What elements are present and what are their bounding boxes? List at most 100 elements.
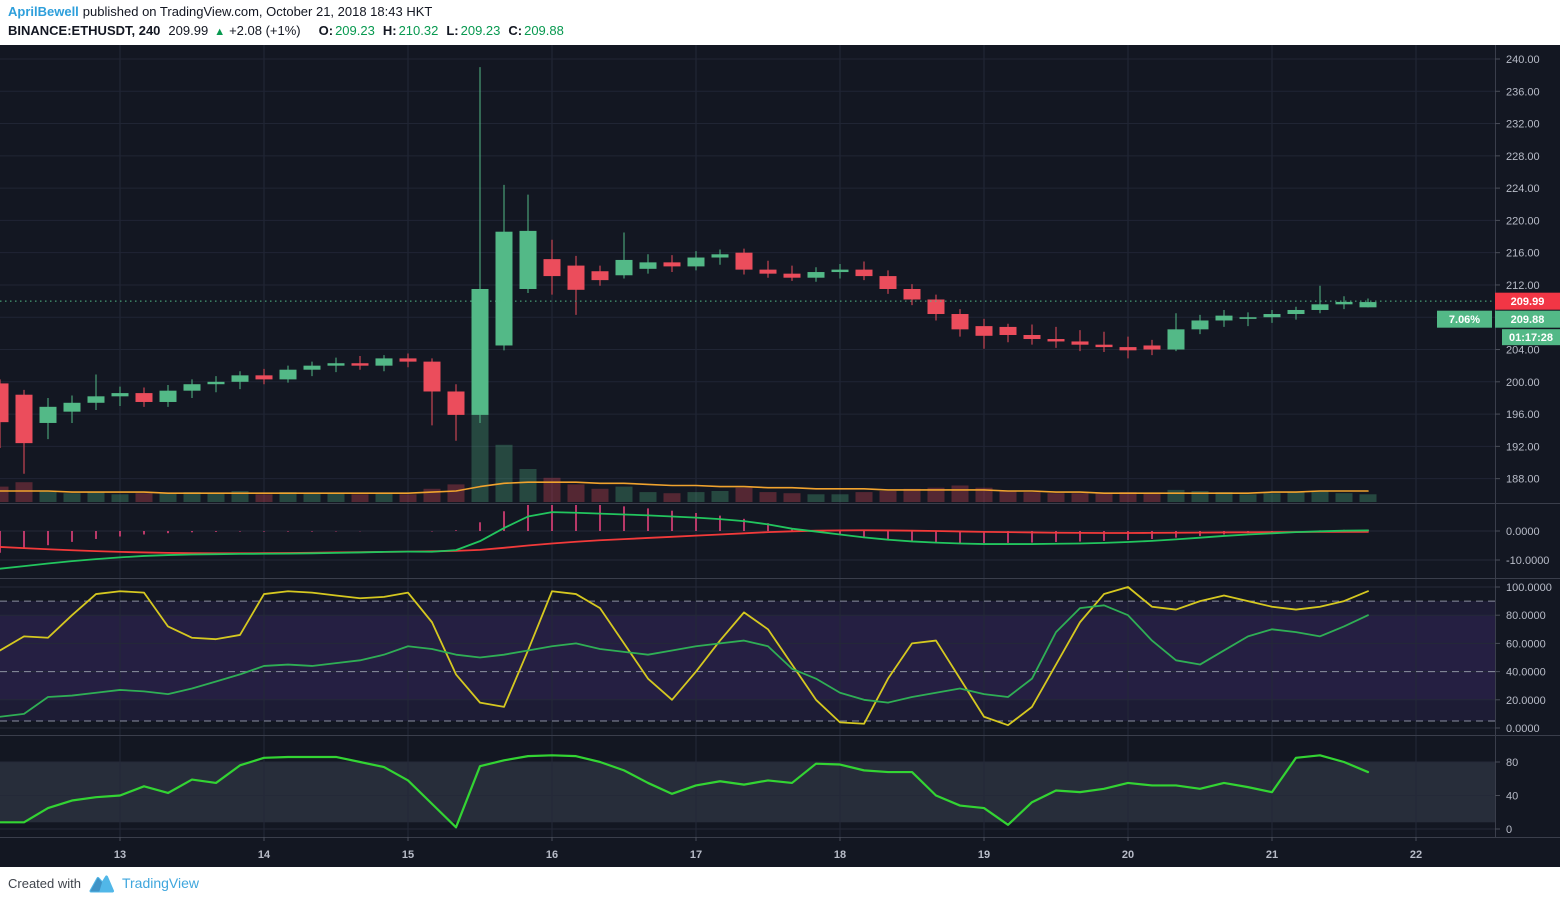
candle	[519, 230, 537, 289]
svg-text:40.0000: 40.0000	[1506, 667, 1546, 679]
candle	[903, 288, 921, 300]
candle	[639, 262, 657, 269]
svg-text:80.0000: 80.0000	[1506, 610, 1546, 622]
symbol-title[interactable]: BINANCE:ETHUSDT, 240	[8, 23, 161, 38]
macd-panel	[0, 505, 1369, 570]
svg-text:204.00: 204.00	[1506, 345, 1540, 357]
svg-text:196.00: 196.00	[1506, 409, 1540, 421]
svg-text:60.0000: 60.0000	[1506, 638, 1546, 650]
svg-text:224.00: 224.00	[1506, 183, 1540, 195]
candle	[63, 402, 81, 412]
candle	[999, 326, 1017, 335]
candle	[87, 396, 105, 403]
up-arrow-icon: ▲	[214, 26, 226, 38]
candle	[0, 383, 9, 423]
author-link[interactable]: AprilBewell	[8, 4, 79, 19]
svg-text:-10.0000: -10.0000	[1506, 555, 1549, 567]
candle	[663, 262, 681, 267]
candle	[615, 259, 633, 276]
candle	[255, 375, 273, 380]
svg-text:22: 22	[1410, 849, 1422, 861]
candle	[1047, 339, 1065, 342]
high-value: 210.32	[398, 23, 439, 38]
high-label: H:	[382, 23, 397, 38]
candle	[1119, 347, 1137, 351]
candle	[1311, 304, 1329, 310]
svg-text:216.00: 216.00	[1506, 248, 1540, 260]
macd-line	[0, 511, 1369, 570]
candle	[183, 384, 201, 391]
symbol-line: BINANCE:ETHUSDT, 240 209.99 ▲ +2.08 (+1%) O:…	[8, 21, 1560, 42]
candle	[711, 254, 729, 258]
indicator-bands	[0, 601, 1495, 823]
tradingview-brand-link[interactable]: TradingView	[121, 875, 200, 891]
open-value: 209.23	[335, 23, 375, 38]
svg-text:19: 19	[978, 849, 990, 861]
svg-text:14: 14	[258, 849, 271, 861]
candle	[39, 406, 57, 423]
candle	[447, 391, 465, 415]
close-label: C:	[508, 23, 523, 38]
candle	[735, 252, 753, 270]
candle	[1143, 345, 1161, 350]
svg-text:220.00: 220.00	[1506, 215, 1540, 227]
last-price: 209.99	[168, 23, 209, 38]
candle	[951, 314, 969, 330]
svg-text:228.00: 228.00	[1506, 151, 1540, 163]
candle	[1071, 341, 1089, 345]
svg-text:16: 16	[546, 849, 558, 861]
candle	[111, 393, 129, 397]
candle	[207, 381, 225, 385]
price-change: +2.08 (+1%)	[229, 23, 301, 38]
svg-text:192.00: 192.00	[1506, 441, 1540, 453]
price-chart-canvas[interactable]: 240.00 236.00 232.00 228.00 224.00 220.00 216.…	[0, 45, 1560, 867]
svg-text:01:17:28: 01:17:28	[1509, 332, 1553, 344]
candle	[495, 231, 513, 346]
svg-text:15: 15	[402, 849, 414, 861]
svg-text:240.00: 240.00	[1506, 54, 1540, 66]
open-label: O:	[318, 23, 334, 38]
publish-line: AprilBewell published on TradingView.com,…	[8, 3, 1560, 21]
svg-text:13: 13	[114, 849, 126, 861]
candle	[471, 288, 489, 415]
close-value: 209.88	[524, 23, 564, 38]
svg-text:0.0000: 0.0000	[1506, 526, 1540, 538]
svg-text:209.99: 209.99	[1511, 296, 1545, 308]
stoch-d-line	[0, 604, 1369, 718]
svg-text:17: 17	[690, 849, 702, 861]
svg-text:100.0000: 100.0000	[1506, 582, 1552, 594]
price-axis-labels: 209.99 209.88 01:17:28 7.06%	[1437, 292, 1560, 346]
svg-text:188.00: 188.00	[1506, 474, 1540, 486]
candle	[591, 271, 609, 281]
svg-text:0: 0	[1506, 824, 1512, 836]
candle	[303, 365, 321, 370]
change-percent-badge	[1437, 310, 1492, 328]
chart-area[interactable]: 240.00 236.00 232.00 228.00 224.00 220.00 216.…	[0, 45, 1560, 867]
bar-countdown-label	[1502, 329, 1560, 346]
candle	[1095, 344, 1113, 348]
candle	[1215, 315, 1233, 321]
candle	[687, 257, 705, 267]
candle	[159, 390, 177, 402]
candle	[327, 363, 345, 366]
candle	[543, 259, 561, 277]
svg-text:20.0000: 20.0000	[1506, 695, 1546, 707]
svg-text:40: 40	[1506, 791, 1518, 803]
svg-text:0.0000: 0.0000	[1506, 723, 1540, 735]
candle	[783, 273, 801, 278]
volume-ma-line	[0, 481, 1369, 495]
candlestick-series	[0, 67, 1377, 474]
svg-text:21: 21	[1266, 849, 1278, 861]
candle	[567, 265, 585, 290]
candle	[399, 358, 417, 362]
candle	[135, 393, 153, 402]
candle	[879, 276, 897, 289]
svg-text:209.88: 209.88	[1511, 314, 1545, 326]
candle	[351, 363, 369, 366]
svg-text:80: 80	[1506, 757, 1518, 769]
candle	[831, 269, 849, 273]
low-label: L:	[446, 23, 459, 38]
candle	[975, 326, 993, 336]
price-axis: 240.00 236.00 232.00 228.00 224.00 220.00 216.…	[1495, 54, 1552, 836]
svg-text:18: 18	[834, 849, 846, 861]
